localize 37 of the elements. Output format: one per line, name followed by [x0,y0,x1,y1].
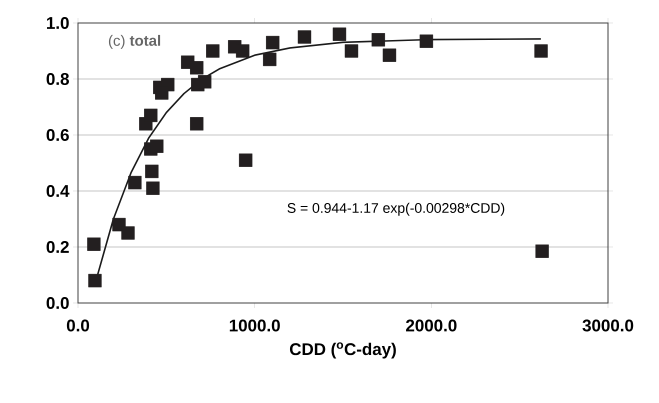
x-axis-title: CDD ($^{o}$C-day) [290,342,396,359]
y-tick-label: 0.0 [46,297,69,309]
y-tick-label: 1.0 [47,17,69,29]
point [128,176,142,190]
point [344,44,358,58]
point [298,30,312,44]
x-tick-label: 3000.0 [582,320,634,332]
point [88,274,102,288]
point [372,33,386,46]
point [150,140,164,153]
point [236,44,250,58]
y-tick-label: 0.2 [46,241,69,253]
point [87,238,101,251]
point [190,61,204,74]
point [382,48,396,62]
point [145,164,159,178]
point [535,244,549,258]
x-tick-label: 2000.0 [406,320,457,332]
point [190,117,204,130]
x-tick-label: 1000.0 [230,320,280,332]
point [262,52,276,66]
point [146,182,160,195]
y-tick-label: 0.8 [46,73,69,85]
point [198,75,212,88]
point [144,108,158,122]
point [534,44,548,58]
annotation: S = 0.944-1.17 exp(-0.00298*CDD) [288,202,504,216]
y-tick-label: 0.6 [46,129,69,141]
x-tick-label: 0.0 [66,320,90,332]
y-tick-label: 0.4 [46,185,70,197]
point [332,27,346,41]
point [266,36,280,50]
point [206,44,220,58]
text: (c) total [108,34,160,49]
point [420,34,434,48]
point [238,154,252,167]
point [121,226,135,240]
